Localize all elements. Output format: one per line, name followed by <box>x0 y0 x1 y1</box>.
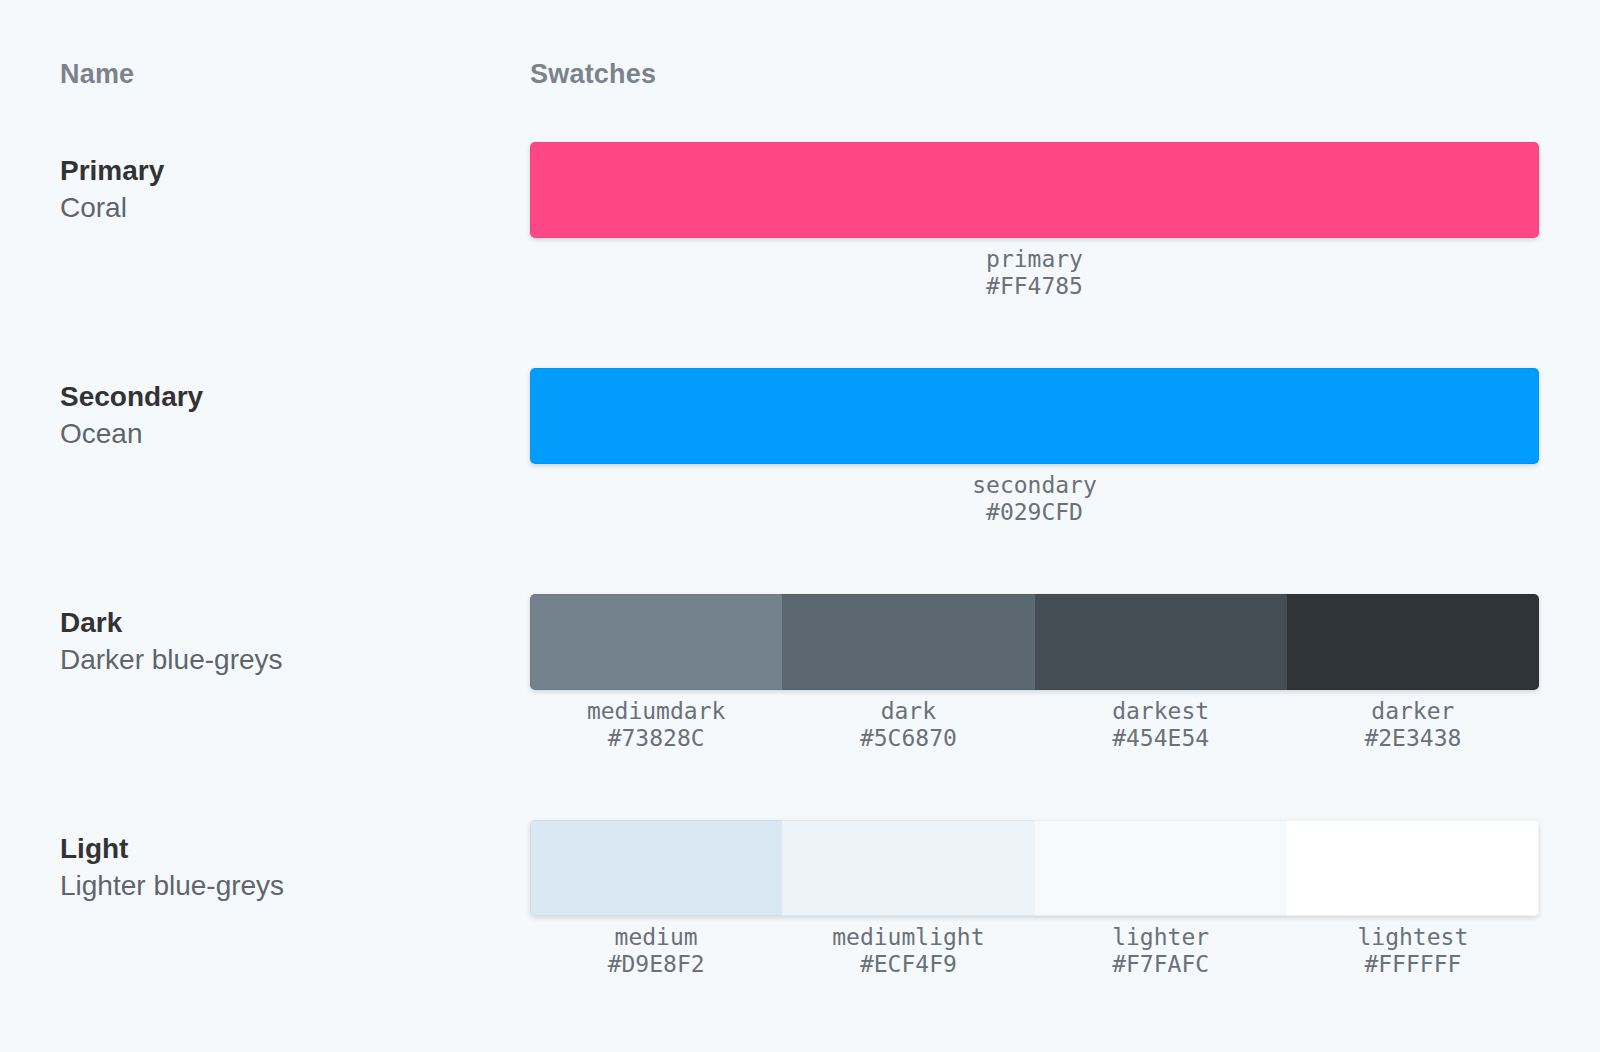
palette-item-title: Primary <box>60 142 530 189</box>
palette-item-name-cell: Primary Coral <box>60 142 530 300</box>
color-swatch-darkest <box>1035 594 1287 690</box>
swatch-label-lighter: lighter #F7FAFC <box>1035 924 1287 978</box>
swatch-hex-value: #D9E8F2 <box>530 951 782 978</box>
swatch-label-darkest: darkest #454E54 <box>1035 698 1287 752</box>
swatch-hex-value: #F7FAFC <box>1035 951 1287 978</box>
color-swatch-mediumlight <box>782 820 1034 916</box>
swatch-token-name: darkest <box>1035 698 1287 725</box>
swatch-labels: secondary #029CFD <box>530 472 1539 526</box>
color-swatch-lighter <box>1035 820 1287 916</box>
palette-row-dark: Dark Darker blue-greys mediumdark #73828… <box>60 594 1539 752</box>
color-swatch-darker <box>1287 594 1539 690</box>
palette-item-title: Light <box>60 820 530 867</box>
swatch-token-name: lighter <box>1035 924 1287 951</box>
swatch-token-name: primary <box>530 246 1539 273</box>
swatch-label-dark: dark #5C6870 <box>782 698 1034 752</box>
swatch-hex-value: #029CFD <box>530 499 1539 526</box>
swatches-column-heading: Swatches <box>530 56 1539 92</box>
color-swatch-medium <box>530 820 782 916</box>
swatch-bar <box>530 368 1539 464</box>
palette-item-swatch-cell: mediumdark #73828C dark #5C6870 darkest … <box>530 594 1539 752</box>
swatch-labels: mediumdark #73828C dark #5C6870 darkest … <box>530 698 1539 752</box>
palette-item-name-cell: Secondary Ocean <box>60 368 530 526</box>
palette-row-primary: Primary Coral primary #FF4785 <box>60 142 1539 300</box>
palette-item-subtitle: Ocean <box>60 415 530 452</box>
swatch-hex-value: #FFFFFF <box>1287 951 1539 978</box>
swatch-label-secondary: secondary #029CFD <box>530 472 1539 526</box>
color-swatch-primary <box>530 142 1539 238</box>
swatch-token-name: mediumlight <box>782 924 1034 951</box>
swatch-hex-value: #2E3438 <box>1287 725 1539 752</box>
palette-row-light: Light Lighter blue-greys medium #D9E8F2 … <box>60 820 1539 978</box>
palette-item-subtitle: Darker blue-greys <box>60 641 530 678</box>
swatch-hex-value: #ECF4F9 <box>782 951 1034 978</box>
palette-item-title: Secondary <box>60 368 530 415</box>
swatch-token-name: dark <box>782 698 1034 725</box>
swatch-hex-value: #73828C <box>530 725 782 752</box>
palette-item-name-cell: Light Lighter blue-greys <box>60 820 530 978</box>
swatch-labels: medium #D9E8F2 mediumlight #ECF4F9 light… <box>530 924 1539 978</box>
swatch-label-mediumdark: mediumdark #73828C <box>530 698 782 752</box>
swatch-bar <box>530 142 1539 238</box>
color-swatch-mediumdark <box>530 594 782 690</box>
swatch-bar <box>530 820 1539 916</box>
swatch-label-medium: medium #D9E8F2 <box>530 924 782 978</box>
palette-item-subtitle: Coral <box>60 189 530 226</box>
swatch-hex-value: #FF4785 <box>530 273 1539 300</box>
swatch-token-name: medium <box>530 924 782 951</box>
name-column-heading: Name <box>60 56 530 92</box>
swatch-hex-value: #5C6870 <box>782 725 1034 752</box>
color-swatch-lightest <box>1287 820 1539 916</box>
swatch-hex-value: #454E54 <box>1035 725 1287 752</box>
swatch-token-name: secondary <box>530 472 1539 499</box>
color-swatch-secondary <box>530 368 1539 464</box>
swatch-label-darker: darker #2E3438 <box>1287 698 1539 752</box>
palette-row-secondary: Secondary Ocean secondary #029CFD <box>60 368 1539 526</box>
swatch-token-name: mediumdark <box>530 698 782 725</box>
palette-item-swatch-cell: medium #D9E8F2 mediumlight #ECF4F9 light… <box>530 820 1539 978</box>
swatch-token-name: lightest <box>1287 924 1539 951</box>
swatch-bar <box>530 594 1539 690</box>
palette-item-swatch-cell: primary #FF4785 <box>530 142 1539 300</box>
swatch-label-lightest: lightest #FFFFFF <box>1287 924 1539 978</box>
color-palette: Name Swatches Primary Coral primary #FF4… <box>0 0 1600 1052</box>
palette-item-title: Dark <box>60 594 530 641</box>
palette-item-name-cell: Dark Darker blue-greys <box>60 594 530 752</box>
palette-header: Name Swatches <box>60 56 1539 92</box>
swatch-label-primary: primary #FF4785 <box>530 246 1539 300</box>
swatch-labels: primary #FF4785 <box>530 246 1539 300</box>
swatch-token-name: darker <box>1287 698 1539 725</box>
color-swatch-dark <box>782 594 1034 690</box>
palette-item-swatch-cell: secondary #029CFD <box>530 368 1539 526</box>
palette-item-subtitle: Lighter blue-greys <box>60 867 530 904</box>
swatch-label-mediumlight: mediumlight #ECF4F9 <box>782 924 1034 978</box>
